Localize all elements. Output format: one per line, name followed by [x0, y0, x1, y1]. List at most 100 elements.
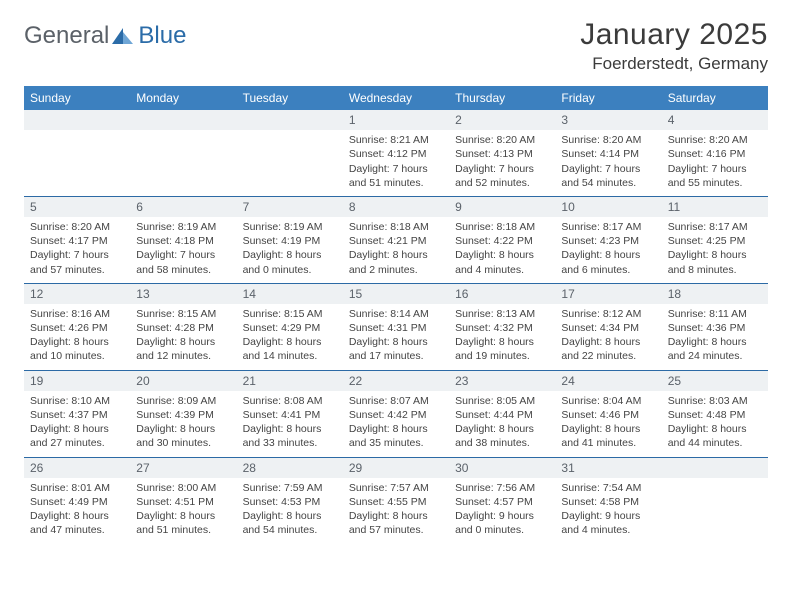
- calendar-table: Sunday Monday Tuesday Wednesday Thursday…: [24, 86, 768, 544]
- day-number-cell: 12: [24, 283, 130, 304]
- daylight-line: Daylight: 8 hours and 47 minutes.: [30, 509, 124, 537]
- day-number-cell: 18: [662, 283, 768, 304]
- sunrise-line: Sunrise: 8:03 AM: [668, 394, 762, 408]
- daylight-line: Daylight: 8 hours and 22 minutes.: [561, 335, 655, 363]
- sunrise-line: Sunrise: 8:20 AM: [455, 133, 549, 147]
- day-info-cell: Sunrise: 8:08 AMSunset: 4:41 PMDaylight:…: [237, 391, 343, 457]
- day-info-cell: [24, 130, 130, 196]
- day-number-cell: [24, 110, 130, 130]
- sunset-line: Sunset: 4:19 PM: [243, 234, 337, 248]
- sunset-line: Sunset: 4:16 PM: [668, 147, 762, 161]
- day-info-cell: Sunrise: 8:19 AMSunset: 4:18 PMDaylight:…: [130, 217, 236, 283]
- day-info-row: Sunrise: 8:16 AMSunset: 4:26 PMDaylight:…: [24, 304, 768, 370]
- day-info-cell: Sunrise: 8:09 AMSunset: 4:39 PMDaylight:…: [130, 391, 236, 457]
- daylight-line: Daylight: 8 hours and 30 minutes.: [136, 422, 230, 450]
- sunset-line: Sunset: 4:51 PM: [136, 495, 230, 509]
- sunset-line: Sunset: 4:49 PM: [30, 495, 124, 509]
- day-number-cell: [237, 110, 343, 130]
- sunrise-line: Sunrise: 7:59 AM: [243, 481, 337, 495]
- day-number-cell: 19: [24, 370, 130, 391]
- day-header: Sunday: [24, 86, 130, 110]
- sunset-line: Sunset: 4:44 PM: [455, 408, 549, 422]
- sunrise-line: Sunrise: 8:07 AM: [349, 394, 443, 408]
- sunset-line: Sunset: 4:23 PM: [561, 234, 655, 248]
- sunset-line: Sunset: 4:46 PM: [561, 408, 655, 422]
- day-number-cell: 6: [130, 196, 236, 217]
- sunset-line: Sunset: 4:41 PM: [243, 408, 337, 422]
- day-number-cell: 22: [343, 370, 449, 391]
- sunrise-line: Sunrise: 8:15 AM: [243, 307, 337, 321]
- daylight-line: Daylight: 9 hours and 0 minutes.: [455, 509, 549, 537]
- day-info-cell: Sunrise: 8:04 AMSunset: 4:46 PMDaylight:…: [555, 391, 661, 457]
- day-number-row: 1234: [24, 110, 768, 130]
- day-number-cell: [130, 110, 236, 130]
- sunrise-line: Sunrise: 8:09 AM: [136, 394, 230, 408]
- brand-logo: General Blue: [24, 18, 186, 50]
- day-header-row: Sunday Monday Tuesday Wednesday Thursday…: [24, 86, 768, 110]
- daylight-line: Daylight: 8 hours and 38 minutes.: [455, 422, 549, 450]
- day-number-row: 262728293031: [24, 457, 768, 478]
- sunset-line: Sunset: 4:21 PM: [349, 234, 443, 248]
- brand-flag-icon: [112, 28, 134, 46]
- sunrise-line: Sunrise: 8:05 AM: [455, 394, 549, 408]
- daylight-line: Daylight: 8 hours and 4 minutes.: [455, 248, 549, 276]
- day-number-cell: 1: [343, 110, 449, 130]
- day-number-cell: 24: [555, 370, 661, 391]
- daylight-line: Daylight: 8 hours and 51 minutes.: [136, 509, 230, 537]
- daylight-line: Daylight: 9 hours and 4 minutes.: [561, 509, 655, 537]
- day-info-cell: [237, 130, 343, 196]
- day-number-row: 567891011: [24, 196, 768, 217]
- daylight-line: Daylight: 7 hours and 58 minutes.: [136, 248, 230, 276]
- day-info-row: Sunrise: 8:01 AMSunset: 4:49 PMDaylight:…: [24, 478, 768, 544]
- daylight-line: Daylight: 8 hours and 57 minutes.: [349, 509, 443, 537]
- daylight-line: Daylight: 7 hours and 54 minutes.: [561, 162, 655, 190]
- brand-text-blue: Blue: [138, 22, 186, 50]
- sunset-line: Sunset: 4:34 PM: [561, 321, 655, 335]
- sunset-line: Sunset: 4:17 PM: [30, 234, 124, 248]
- day-number-cell: 14: [237, 283, 343, 304]
- sunset-line: Sunset: 4:18 PM: [136, 234, 230, 248]
- day-info-cell: Sunrise: 7:59 AMSunset: 4:53 PMDaylight:…: [237, 478, 343, 544]
- daylight-line: Daylight: 8 hours and 10 minutes.: [30, 335, 124, 363]
- day-info-cell: Sunrise: 8:20 AMSunset: 4:14 PMDaylight:…: [555, 130, 661, 196]
- sunrise-line: Sunrise: 8:04 AM: [561, 394, 655, 408]
- day-number-cell: [662, 457, 768, 478]
- day-info-cell: [130, 130, 236, 196]
- sunset-line: Sunset: 4:42 PM: [349, 408, 443, 422]
- day-info-cell: Sunrise: 8:15 AMSunset: 4:29 PMDaylight:…: [237, 304, 343, 370]
- sunset-line: Sunset: 4:57 PM: [455, 495, 549, 509]
- day-info-cell: Sunrise: 8:13 AMSunset: 4:32 PMDaylight:…: [449, 304, 555, 370]
- day-number-cell: 23: [449, 370, 555, 391]
- day-number-cell: 10: [555, 196, 661, 217]
- daylight-line: Daylight: 8 hours and 17 minutes.: [349, 335, 443, 363]
- day-info-cell: Sunrise: 8:19 AMSunset: 4:19 PMDaylight:…: [237, 217, 343, 283]
- daylight-line: Daylight: 8 hours and 0 minutes.: [243, 248, 337, 276]
- day-info-cell: Sunrise: 8:17 AMSunset: 4:23 PMDaylight:…: [555, 217, 661, 283]
- sunset-line: Sunset: 4:29 PM: [243, 321, 337, 335]
- sunset-line: Sunset: 4:39 PM: [136, 408, 230, 422]
- daylight-line: Daylight: 7 hours and 55 minutes.: [668, 162, 762, 190]
- day-info-cell: Sunrise: 8:07 AMSunset: 4:42 PMDaylight:…: [343, 391, 449, 457]
- sunrise-line: Sunrise: 8:00 AM: [136, 481, 230, 495]
- sunrise-line: Sunrise: 8:20 AM: [561, 133, 655, 147]
- sunset-line: Sunset: 4:48 PM: [668, 408, 762, 422]
- day-number-cell: 30: [449, 457, 555, 478]
- daylight-line: Daylight: 8 hours and 35 minutes.: [349, 422, 443, 450]
- sunset-line: Sunset: 4:37 PM: [30, 408, 124, 422]
- day-info-cell: Sunrise: 8:10 AMSunset: 4:37 PMDaylight:…: [24, 391, 130, 457]
- sunrise-line: Sunrise: 8:20 AM: [668, 133, 762, 147]
- calendar-body: 1234Sunrise: 8:21 AMSunset: 4:12 PMDayli…: [24, 110, 768, 544]
- day-info-cell: Sunrise: 8:01 AMSunset: 4:49 PMDaylight:…: [24, 478, 130, 544]
- sunset-line: Sunset: 4:28 PM: [136, 321, 230, 335]
- day-info-cell: Sunrise: 7:57 AMSunset: 4:55 PMDaylight:…: [343, 478, 449, 544]
- day-info-cell: Sunrise: 8:11 AMSunset: 4:36 PMDaylight:…: [662, 304, 768, 370]
- day-info-cell: Sunrise: 8:14 AMSunset: 4:31 PMDaylight:…: [343, 304, 449, 370]
- day-info-cell: Sunrise: 8:17 AMSunset: 4:25 PMDaylight:…: [662, 217, 768, 283]
- day-info-cell: Sunrise: 8:00 AMSunset: 4:51 PMDaylight:…: [130, 478, 236, 544]
- day-number-cell: 26: [24, 457, 130, 478]
- sunset-line: Sunset: 4:22 PM: [455, 234, 549, 248]
- daylight-line: Daylight: 8 hours and 24 minutes.: [668, 335, 762, 363]
- sunset-line: Sunset: 4:25 PM: [668, 234, 762, 248]
- day-number-cell: 28: [237, 457, 343, 478]
- day-number-cell: 16: [449, 283, 555, 304]
